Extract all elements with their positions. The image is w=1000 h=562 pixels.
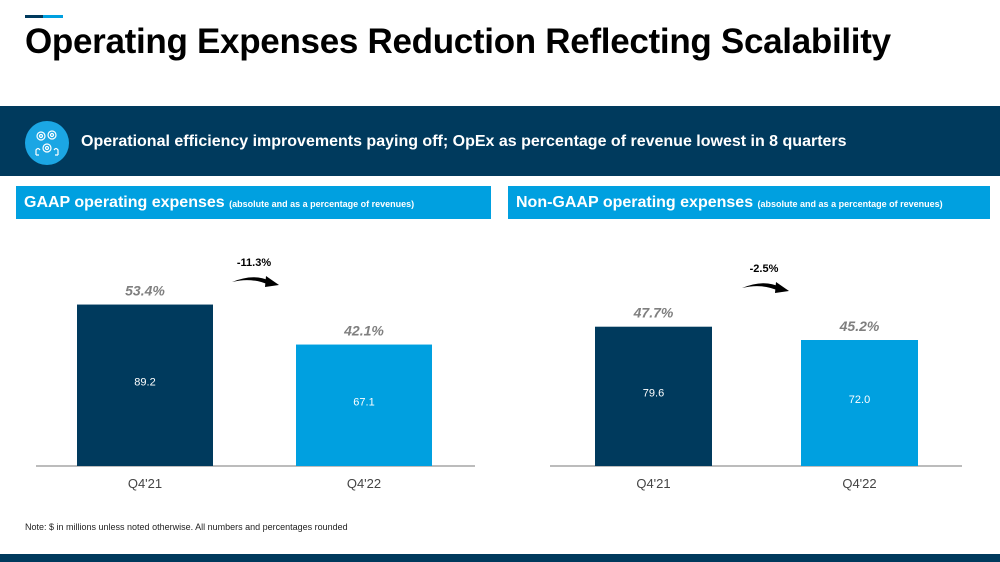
footnote: Note: $ in millions unless noted otherwi…: [25, 522, 348, 532]
non-gaap-header-subtitle: (absolute and as a percentage of revenue…: [757, 199, 943, 209]
gaap-change-label: -11.3%: [237, 257, 271, 269]
non-gaap-header-title: Non-GAAP operating expenses: [516, 194, 754, 211]
non-gaap-pct-label-1: 45.2%: [839, 318, 880, 334]
gaap-category-label-0: Q4'21: [128, 476, 162, 491]
non-gaap-bar-1: [801, 340, 918, 466]
key-message-text: Operational efficiency improvements payi…: [81, 133, 847, 150]
gaap-section-header: GAAP operating expenses (absolute and as…: [16, 186, 491, 219]
gaap-header-title: GAAP operating expenses: [24, 194, 225, 211]
non-gaap-change-arrowhead: [775, 282, 789, 293]
non-gaap-category-label-1: Q4'22: [842, 476, 876, 491]
non-gaap-value-label-0: 79.6: [643, 387, 664, 399]
gaap-pct-label-0: 53.4%: [125, 283, 165, 299]
key-message-banner: Operational efficiency improvements payi…: [0, 106, 1000, 176]
gaap-value-label-0: 89.2: [134, 376, 155, 388]
non-gaap-bar-0: [595, 326, 712, 466]
page-title: Operating Expenses Reduction Reflecting …: [25, 22, 891, 61]
non-gaap-pct-label-0: 47.7%: [633, 305, 674, 321]
gaap-category-label-1: Q4'22: [347, 476, 381, 491]
gaap-pct-label-1: 42.1%: [343, 323, 384, 339]
gaap-change-arrowhead: [265, 276, 279, 287]
gaap-value-label-1: 67.1: [353, 396, 374, 408]
gaap-bar-0: [77, 304, 213, 466]
title-accent-bar: [25, 15, 63, 18]
gaap-header-subtitle: (absolute and as a percentage of revenue…: [229, 199, 415, 209]
footer-bar: [0, 554, 1000, 562]
non-gaap-change-label: -2.5%: [750, 263, 779, 275]
gaap-bar-1: [296, 344, 432, 466]
non-gaap-change-arrow: [742, 283, 780, 291]
non-gaap-category-label-0: Q4'21: [636, 476, 670, 491]
gears-people-icon: [25, 121, 69, 165]
non-gaap-section-header: Non-GAAP operating expenses (absolute an…: [508, 186, 990, 219]
gaap-change-arrow: [232, 277, 270, 285]
non-gaap-value-label-1: 72.0: [849, 394, 870, 406]
